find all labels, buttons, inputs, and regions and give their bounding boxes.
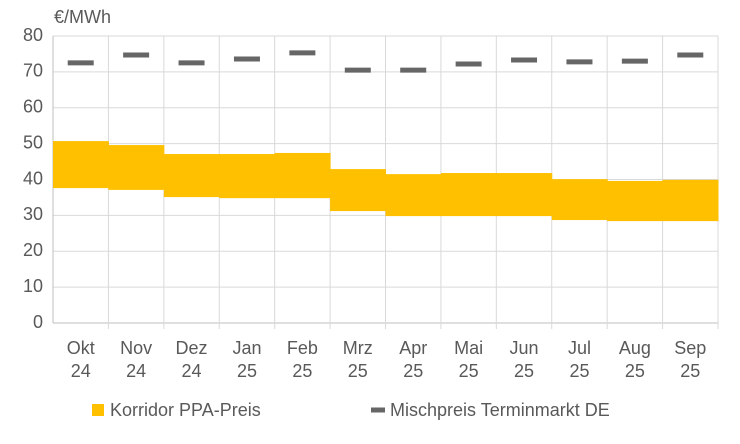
x-tick-label: Apr: [399, 338, 427, 358]
y-tick-label: 50: [23, 132, 43, 152]
corridor-bar: [219, 154, 276, 199]
y-tick-label: 10: [23, 276, 43, 296]
corridor-bar: [440, 173, 497, 217]
y-tick-label: 70: [23, 61, 43, 81]
legend-swatch: [92, 404, 104, 416]
x-tick-label: 24: [182, 361, 202, 381]
x-tick-label: 25: [569, 361, 589, 381]
corridor-bar: [330, 169, 386, 212]
y-tick-label: 0: [33, 312, 43, 332]
corridor-bar: [662, 179, 719, 222]
corridor-bar: [551, 179, 608, 221]
y-tick-label: 40: [23, 168, 43, 188]
x-tick-label: Sep: [674, 338, 706, 358]
x-tick-label: Okt: [67, 338, 95, 358]
corridor-bar: [607, 180, 664, 222]
x-tick-label: 24: [126, 361, 146, 381]
x-tick-label: 25: [514, 361, 534, 381]
x-tick-label: 25: [625, 361, 645, 381]
x-tick-label: Jul: [568, 338, 591, 358]
x-tick-label: Jun: [510, 338, 539, 358]
corridor-bar: [163, 154, 220, 198]
x-tick-label: Dez: [176, 338, 208, 358]
x-tick-label: 25: [403, 361, 423, 381]
x-tick-label: Mrz: [343, 338, 373, 358]
legend-label: Mischpreis Terminmarkt DE: [390, 400, 610, 420]
y-tick-label: 60: [23, 97, 43, 117]
x-tick-label: 25: [292, 361, 312, 381]
x-tick-label: 25: [237, 361, 257, 381]
y-axis-label: €/MWh: [54, 7, 111, 27]
corridor-bar: [108, 145, 165, 190]
y-tick-label: 30: [23, 204, 43, 224]
corridor-bar: [53, 141, 109, 189]
x-tick-label: 25: [459, 361, 479, 381]
x-tick-label: Feb: [287, 338, 318, 358]
y-tick-label: 80: [23, 25, 43, 45]
x-tick-label: 25: [348, 361, 368, 381]
y-tick-label: 20: [23, 240, 43, 260]
corridor-bar: [274, 152, 331, 199]
x-tick-label: 24: [71, 361, 91, 381]
legend-label: Korridor PPA-Preis: [110, 400, 261, 420]
x-tick-label: Aug: [619, 338, 651, 358]
x-tick-label: 25: [680, 361, 700, 381]
corridor-bar: [385, 174, 442, 217]
x-tick-label: Jan: [232, 338, 261, 358]
x-tick-label: Mai: [454, 338, 483, 358]
corridor-bar: [496, 173, 553, 217]
x-tick-label: Nov: [120, 338, 152, 358]
